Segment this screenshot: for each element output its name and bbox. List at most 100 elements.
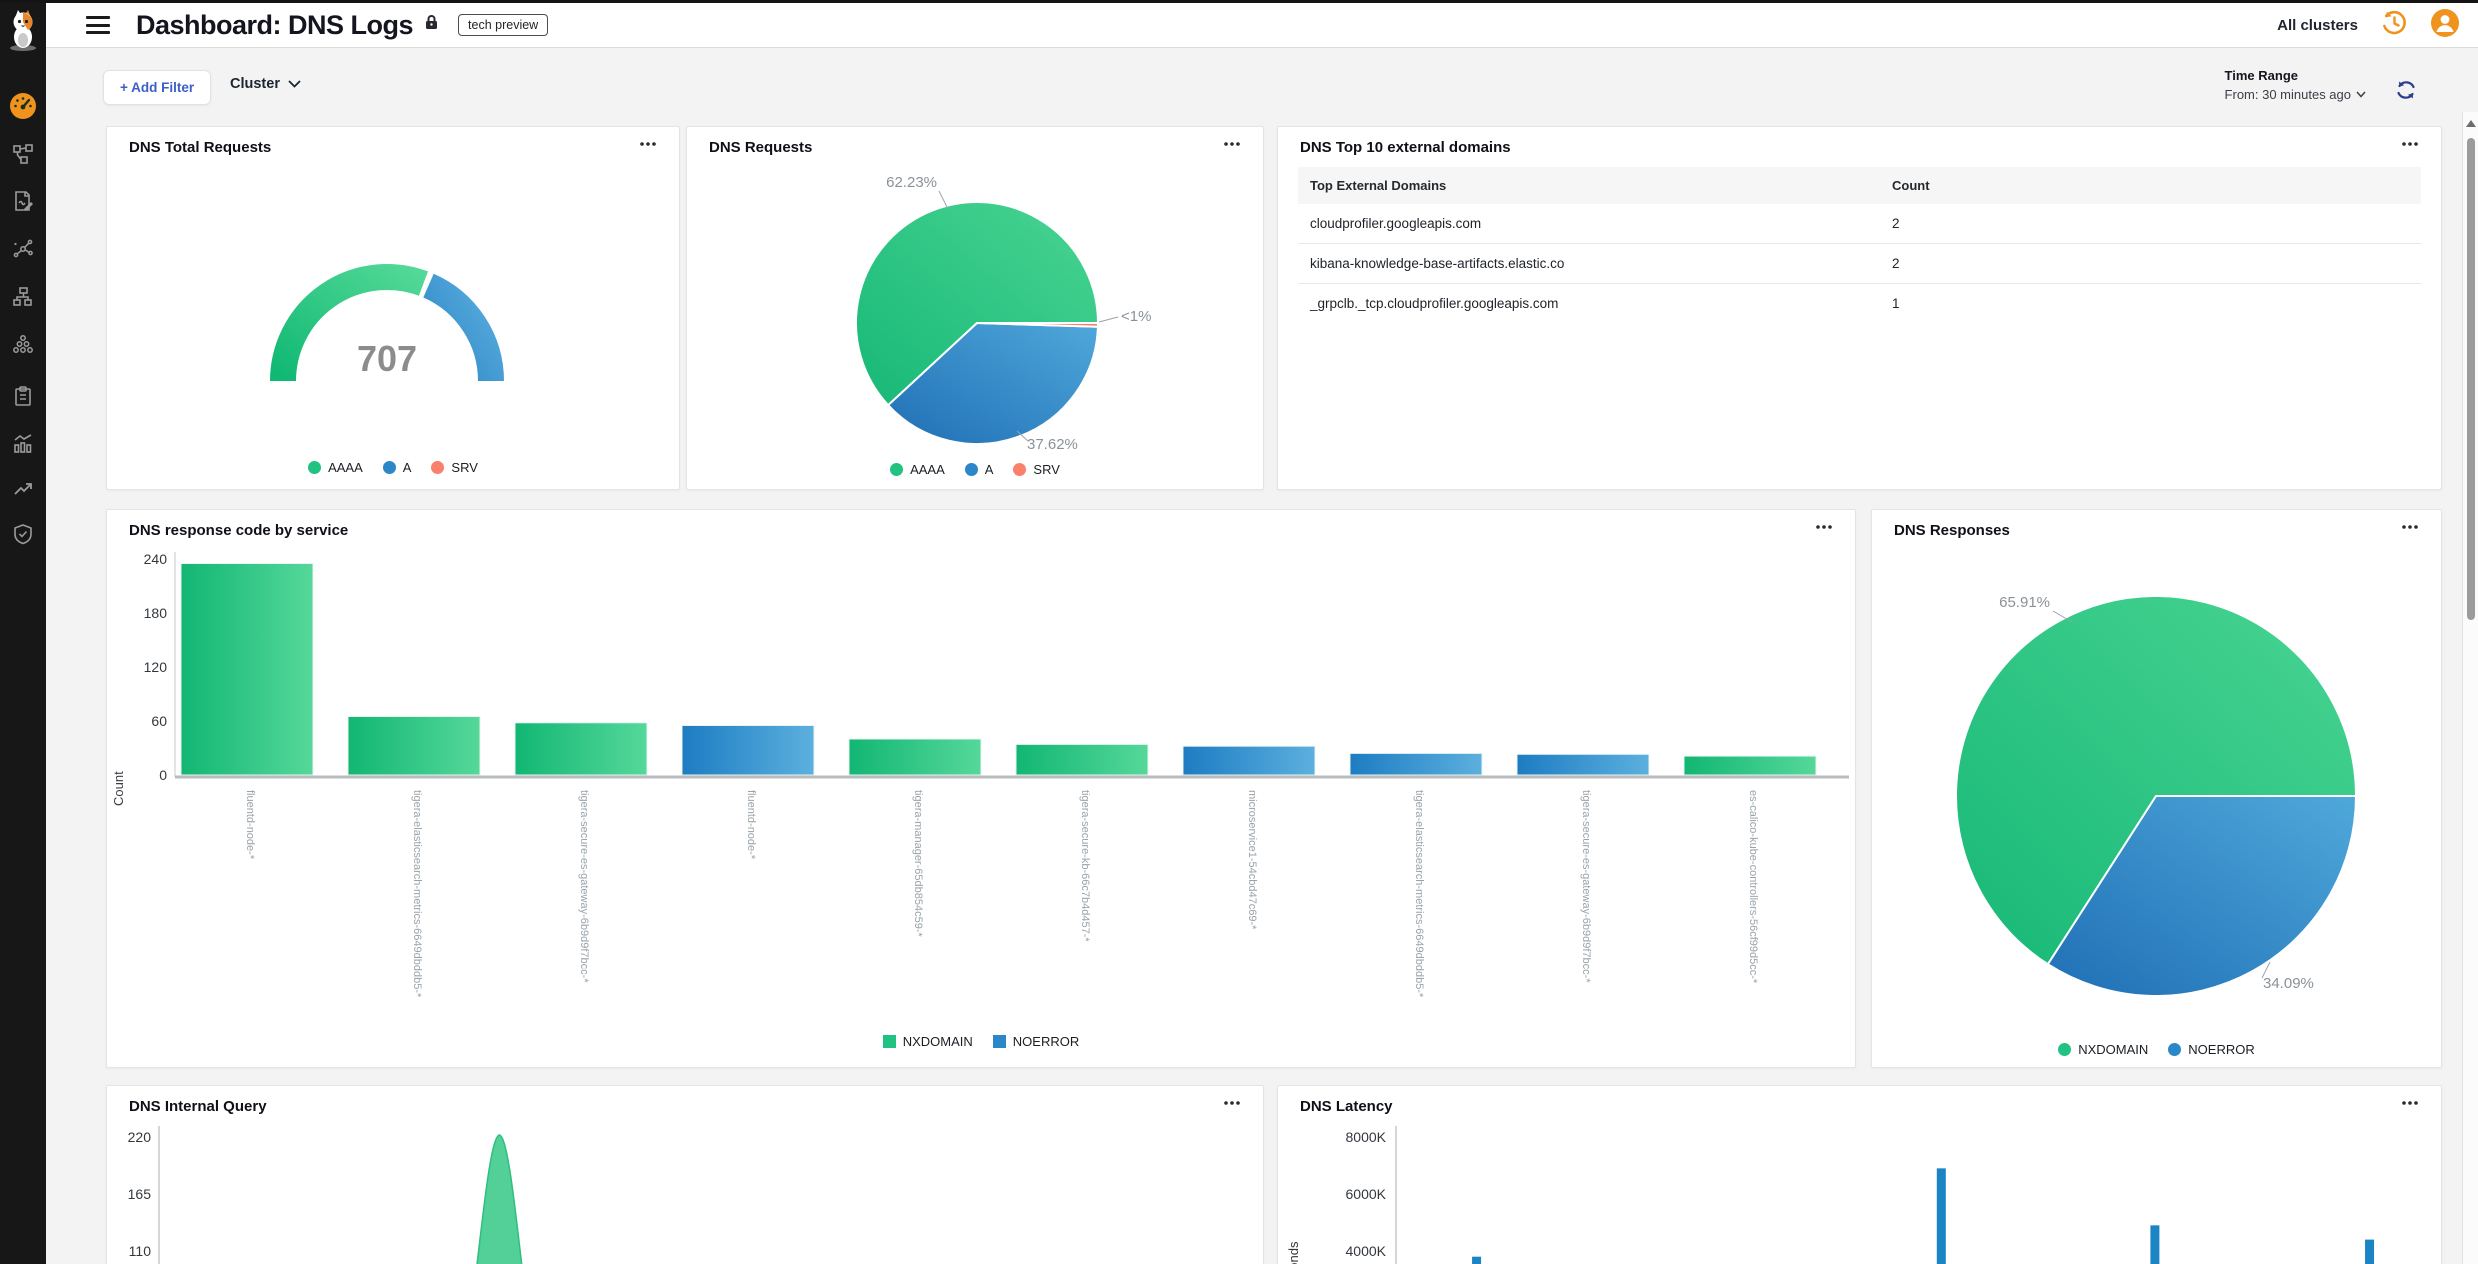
- panel-menu-button[interactable]: [2397, 520, 2423, 534]
- time-range-label: Time Range: [2224, 68, 2298, 83]
- bar-NOERROR[interactable]: [1182, 745, 1316, 776]
- sidebar-item-network[interactable]: [0, 277, 46, 317]
- refresh-icon[interactable]: [2394, 78, 2418, 107]
- network-sitemap-icon: [13, 287, 32, 306]
- table-row[interactable]: cloudprofiler.googleapis.com 2: [1298, 204, 2421, 244]
- bar-NXDOMAIN[interactable]: [1015, 743, 1149, 776]
- x-category-label: tigera-manager-65db854c59-*: [912, 790, 924, 937]
- bar-NOERROR[interactable]: [681, 725, 815, 776]
- legend-label: A: [402, 460, 412, 475]
- add-filter-button[interactable]: + Add Filter: [103, 70, 212, 105]
- cluster-dropdown-label: Cluster: [230, 76, 280, 92]
- cluster-nodes-icon: [13, 335, 33, 353]
- vertical-scrollbar[interactable]: [2462, 112, 2478, 1264]
- table-row[interactable]: _grpclb._tcp.cloudprofiler.googleapis.co…: [1298, 284, 2421, 323]
- pie-legend: AAAA A SRV: [687, 462, 1263, 477]
- cluster-dropdown[interactable]: Cluster: [230, 76, 301, 92]
- pie-chart[interactable]: 65.91% 34.09%: [1872, 510, 2443, 1035]
- area-chart[interactable]: 220 165 110: [107, 1086, 1265, 1264]
- panel-menu-button[interactable]: [1219, 1096, 1245, 1110]
- legend-item-NXDOMAIN[interactable]: NXDOMAIN: [2058, 1042, 2148, 1057]
- user-avatar[interactable]: [2430, 8, 2460, 43]
- top-header: Dashboard: DNS Logs tech preview All clu…: [46, 3, 2478, 48]
- clipboard-list-icon: [15, 386, 31, 406]
- legend-item-A[interactable]: A: [382, 460, 412, 475]
- legend-label: NOERROR: [2188, 1042, 2255, 1057]
- panel-menu-button[interactable]: [2397, 137, 2423, 151]
- legend-swatch: [964, 463, 978, 476]
- sidebar-item-report[interactable]: [0, 181, 46, 221]
- x-category-label: fluentd-node-*: [244, 790, 256, 860]
- history-icon[interactable]: [2380, 9, 2408, 42]
- bar-NXDOMAIN[interactable]: [514, 722, 648, 776]
- graph-nodes-icon: [13, 239, 33, 258]
- bar-NOERROR[interactable]: [1349, 752, 1483, 776]
- y-tick-label: 4000K: [1346, 1243, 1387, 1259]
- x-category-label: tigera-elasticsearch-metrics-6649dbddb5-…: [1413, 790, 1425, 998]
- panel-dns-top-external-domains: DNS Top 10 external domains Top External…: [1277, 126, 2442, 490]
- bar-NXDOMAIN[interactable]: [180, 563, 314, 776]
- sidebar-item-topology[interactable]: [0, 134, 46, 174]
- time-range-value[interactable]: From: 30 minutes ago: [2225, 87, 2366, 102]
- legend-swatch: [382, 461, 396, 474]
- legend-item-SRV[interactable]: SRV: [1013, 462, 1060, 477]
- legend-item-NXDOMAIN[interactable]: NXDOMAIN: [882, 1034, 973, 1049]
- x-category-label: tigera-secure-kb-66c7b4d457-*: [1079, 790, 1091, 942]
- pie-slice-label: <1%: [1121, 308, 1151, 325]
- panel-dns-responses: DNS Responses 65.91% 34.09% NXDOMAIN NOERR…: [1871, 509, 2442, 1068]
- sidebar-item-analytics[interactable]: [0, 423, 46, 463]
- pie-slice-label: 34.09%: [2263, 975, 2314, 992]
- y-tick-label: 60: [151, 713, 167, 729]
- bar-NOERROR[interactable]: [1516, 753, 1650, 776]
- report-edit-icon: [15, 191, 33, 211]
- bar-NXDOMAIN[interactable]: [1683, 755, 1817, 776]
- x-category-label: tigera-elasticsearch-metrics-6649dbddb5-…: [411, 790, 423, 998]
- menu-hamburger-icon[interactable]: [86, 16, 110, 34]
- legend-item-AAAA[interactable]: AAAA: [890, 462, 945, 477]
- panel-title: DNS Top 10 external domains: [1300, 139, 1511, 156]
- scrollbar-up-arrow[interactable]: [2466, 120, 2476, 127]
- legend-item-AAAA[interactable]: AAAA: [308, 460, 363, 475]
- sidebar-item-clusters[interactable]: [0, 324, 46, 364]
- pie-chart[interactable]: 62.23% 37.62% <1%: [687, 127, 1265, 457]
- panel-menu-button[interactable]: [635, 137, 661, 151]
- table-cell: cloudprofiler.googleapis.com: [1310, 216, 1482, 231]
- sidebar-item-security[interactable]: [0, 514, 46, 554]
- gauge-chart[interactable]: 707: [107, 163, 681, 473]
- y-tick-label: 220: [128, 1129, 152, 1145]
- y-tick-label: 165: [128, 1186, 152, 1202]
- table-column-header[interactable]: Count: [1892, 178, 1930, 193]
- panel-dns-internal-query: DNS Internal Query 220 165 110: [106, 1085, 1264, 1264]
- pie-slice-label: 62.23%: [886, 174, 937, 191]
- gauge-legend: AAAA A SRV: [107, 460, 679, 475]
- sidebar-item-compliance[interactable]: [0, 376, 46, 416]
- sidebar-item-dashboard[interactable]: [0, 86, 46, 126]
- bar-NXDOMAIN[interactable]: [848, 738, 982, 776]
- legend-label: A: [984, 462, 994, 477]
- panel-menu-button[interactable]: [1219, 137, 1245, 151]
- all-clusters-label[interactable]: All clusters: [2277, 16, 2358, 34]
- y-tick-label: 180: [144, 605, 168, 621]
- table-column-header[interactable]: Top External Domains: [1310, 178, 1447, 193]
- sidebar-item-connections[interactable]: [0, 229, 46, 269]
- table-cell: kibana-knowledge-base-artifacts.elastic.…: [1310, 256, 1565, 271]
- legend-item-NOERROR[interactable]: NOERROR: [992, 1034, 1079, 1049]
- panel-title: DNS Internal Query: [129, 1098, 267, 1115]
- sidebar-item-trends[interactable]: [0, 469, 46, 509]
- scrollbar-thumb[interactable]: [2467, 138, 2475, 620]
- calico-cat-logo[interactable]: [0, 3, 46, 55]
- legend-item-A[interactable]: A: [964, 462, 994, 477]
- dashboard-gauge-icon: [10, 93, 36, 119]
- legend-label: NXDOMAIN: [2078, 1042, 2149, 1057]
- panel-menu-button[interactable]: [1811, 520, 1837, 534]
- legend-item-NOERROR[interactable]: NOERROR: [2168, 1042, 2255, 1057]
- panel-menu-button[interactable]: [2397, 1096, 2423, 1110]
- bar-NXDOMAIN[interactable]: [347, 716, 481, 776]
- pie-slice-AAAA: [855, 201, 1099, 407]
- latency-bar-chart[interactable]: 8000K 6000K 4000K Nanoseconds: [1278, 1086, 2443, 1264]
- legend-item-SRV[interactable]: SRV: [431, 460, 478, 475]
- table-row[interactable]: kibana-knowledge-base-artifacts.elastic.…: [1298, 244, 2421, 284]
- gauge-arc-aaaa: [270, 264, 428, 382]
- y-tick-label: 0: [159, 767, 167, 783]
- bar-chart[interactable]: 240 180 120 60 0 fluentd-node-* tigera-elastic…: [107, 510, 1857, 1020]
